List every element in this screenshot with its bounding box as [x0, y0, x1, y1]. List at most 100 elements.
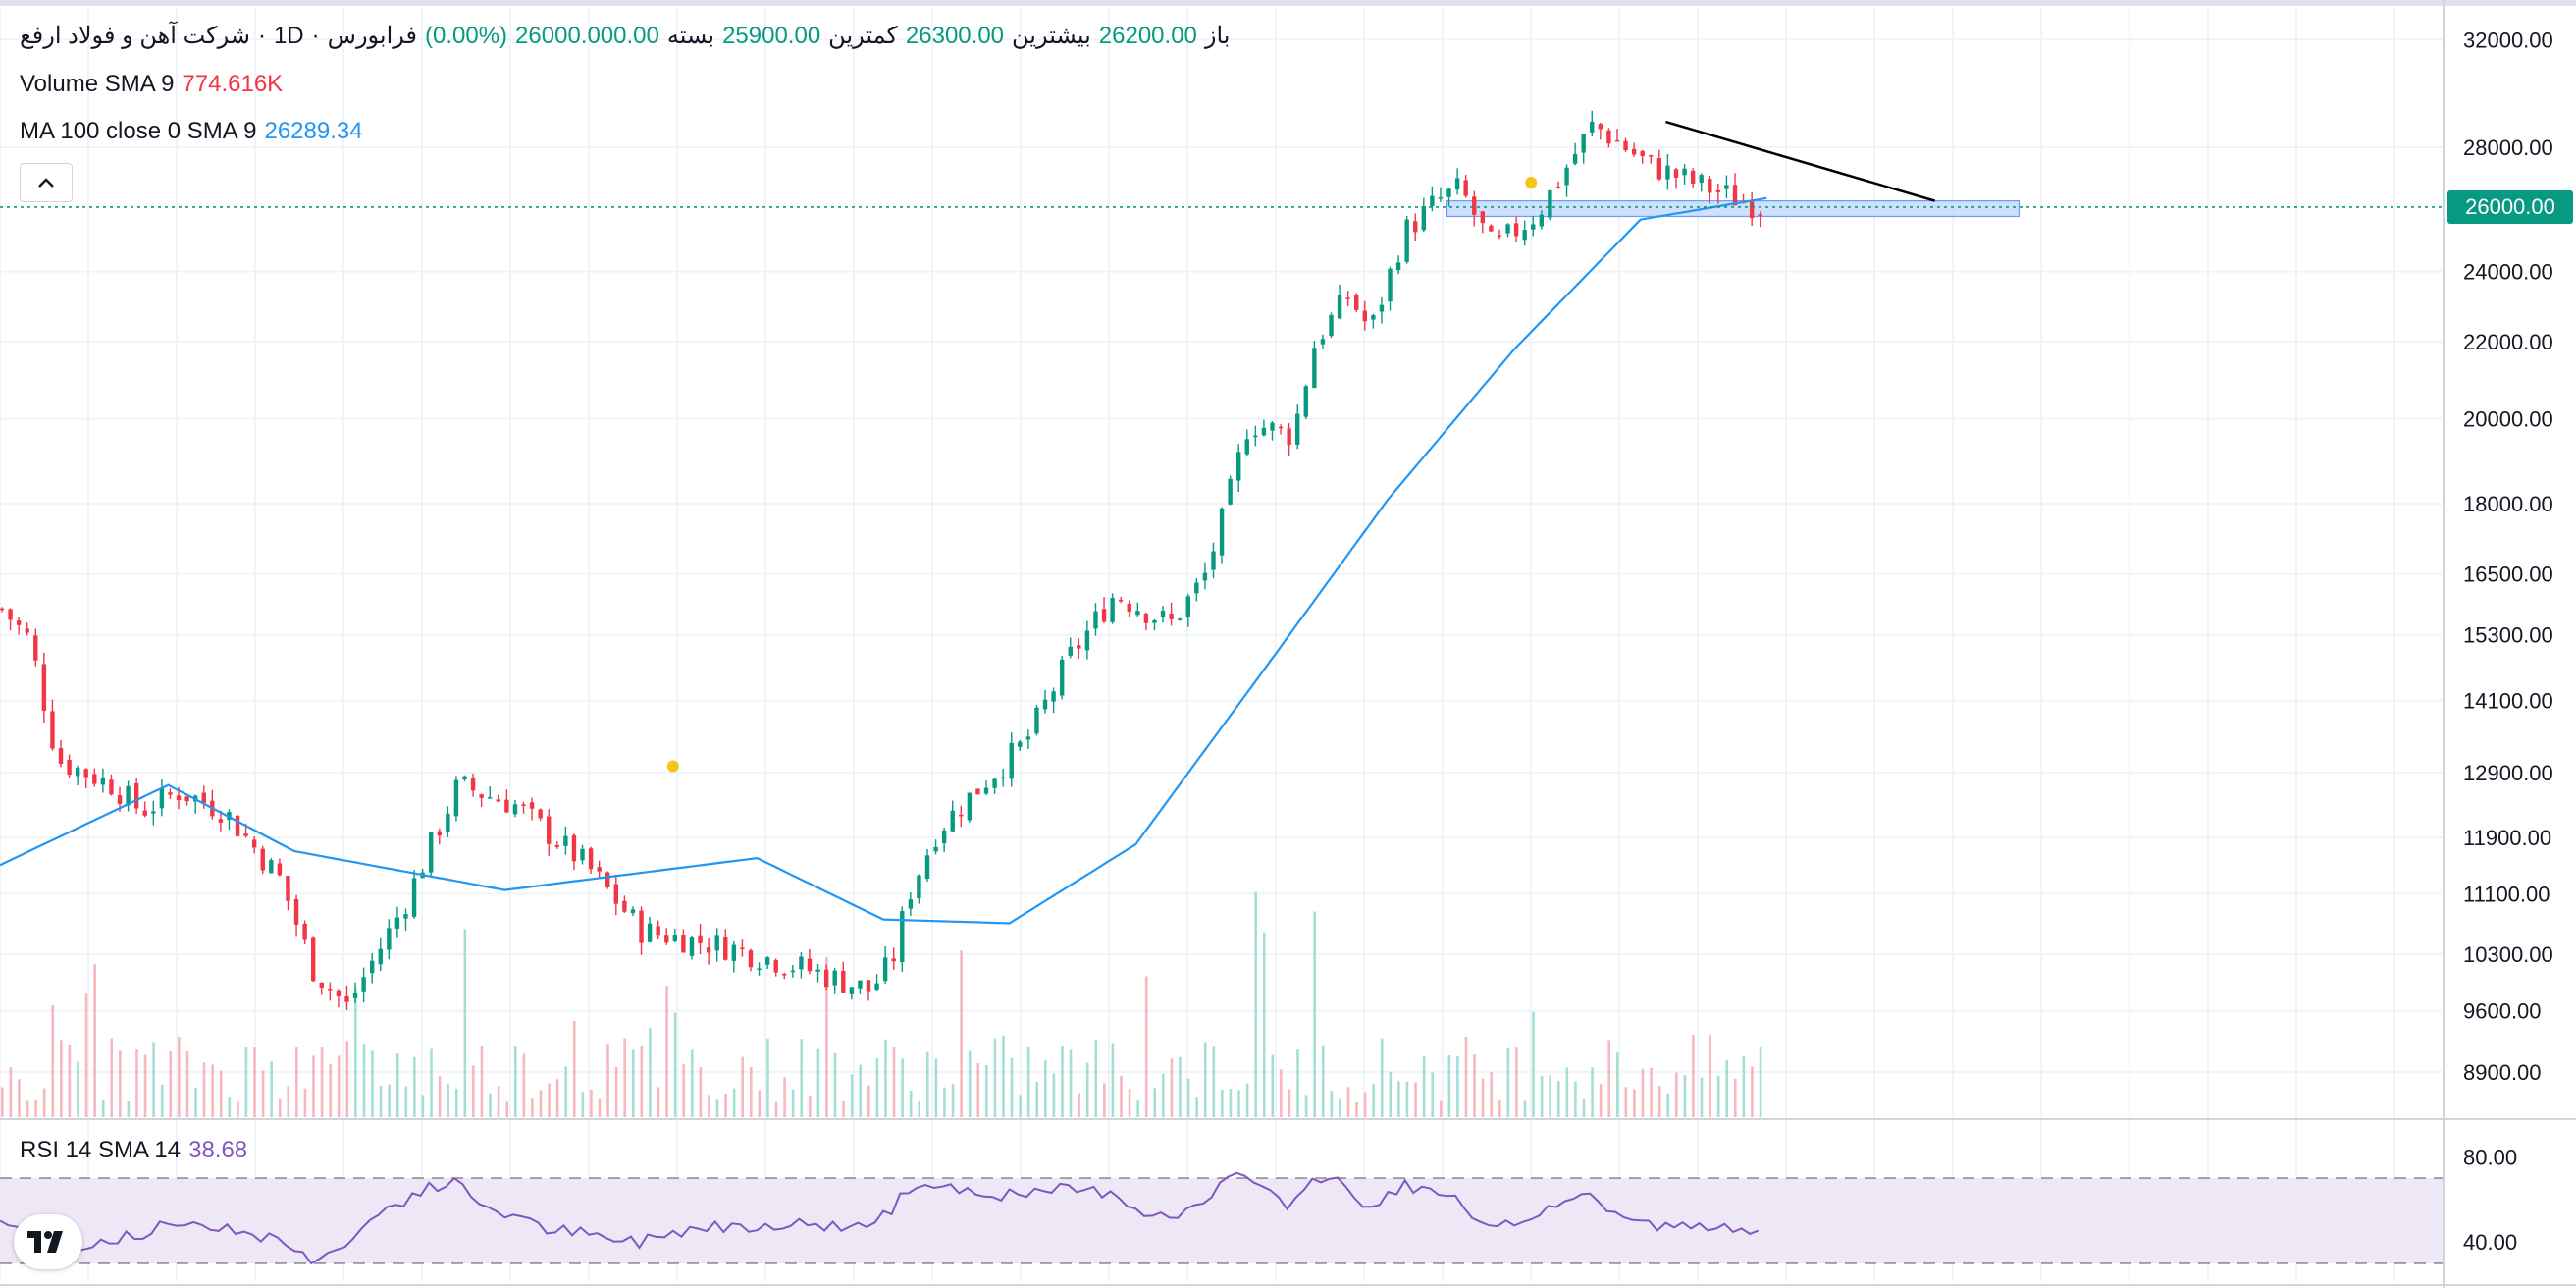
candle-body [1194, 582, 1199, 594]
volume-bar [1035, 1081, 1039, 1117]
candle-body [462, 776, 467, 780]
candle-body [310, 937, 316, 982]
candle-body [723, 936, 728, 960]
volume-bar [1069, 1049, 1073, 1117]
candle-body [1127, 603, 1131, 613]
candle-body [269, 860, 274, 874]
candle-body [176, 795, 182, 801]
volume-bar [909, 1090, 913, 1117]
volume-bar [732, 1088, 736, 1117]
candle-body [1295, 413, 1300, 445]
ma-indicator-value: 26289.34 [264, 118, 363, 144]
volume-bar [454, 1089, 458, 1117]
price-axis-label: 10300.00 [2463, 942, 2553, 967]
price-axis-label: 8900.00 [2463, 1060, 2542, 1085]
candle-body [151, 811, 156, 814]
candle-body [613, 884, 619, 904]
volume-bar [404, 1086, 408, 1117]
volume-bar [1624, 1087, 1628, 1117]
candle-body [1034, 707, 1039, 734]
top-border [0, 0, 2576, 6]
candle-body [773, 960, 778, 973]
volume-bar [1692, 1034, 1695, 1117]
ma-indicator-label[interactable]: MA 100 close 0 SMA 9 [20, 118, 257, 144]
candle-body [1513, 223, 1519, 237]
candle-body [891, 958, 896, 962]
high-label: بیشترین [1012, 23, 1091, 49]
candle-body [370, 960, 375, 974]
interval-label[interactable]: 1D [273, 22, 304, 49]
volume-bar [337, 1055, 341, 1117]
candle-body [672, 934, 678, 941]
volume-bar [93, 964, 96, 1117]
candle-body [1395, 262, 1401, 271]
candle-body [1371, 315, 1376, 320]
volume-bar [1422, 1056, 1426, 1117]
volume-bar [77, 1061, 79, 1117]
close-value: 26000.000.00 [515, 22, 659, 49]
volume-bar [1085, 1062, 1089, 1117]
volume-bar [1280, 1069, 1283, 1117]
volume-bar [1026, 1046, 1030, 1117]
volume-bar [825, 956, 828, 1117]
symbol-name[interactable]: شرکت آهن و فولاد ارفع [20, 23, 250, 49]
candle-body [689, 937, 695, 956]
candle-body [319, 982, 324, 989]
volume-indicator-label[interactable]: Volume SMA 9 [20, 71, 175, 97]
volume-legend[interactable]: Volume SMA 9 774.616K [20, 71, 290, 98]
candle-body [41, 664, 47, 711]
volume-bar [673, 1012, 677, 1117]
volume-bar [185, 1051, 189, 1117]
candle-body [1522, 230, 1527, 241]
volume-bar [497, 1086, 500, 1117]
volume-bar [253, 1046, 256, 1117]
candle-body [361, 977, 366, 992]
volume-bar [1203, 1042, 1207, 1117]
volume-bar [379, 1085, 383, 1117]
candle-body [917, 875, 921, 899]
candle-body [378, 948, 383, 965]
volume-bar [421, 1095, 425, 1117]
ma-legend[interactable]: MA 100 close 0 SMA 9 26289.34 [20, 118, 371, 145]
candle-body [866, 980, 871, 992]
volume-bar [1078, 1093, 1080, 1117]
candle-body [1446, 188, 1451, 197]
volume-bar [842, 1100, 845, 1117]
volume-bar [211, 1064, 214, 1117]
candle-body [235, 815, 240, 836]
volume-bar [1355, 1101, 1358, 1117]
candle-body [823, 969, 829, 988]
rsi-legend[interactable]: RSI 14 SMA 14 38.68 [20, 1137, 255, 1164]
trend-line[interactable] [1665, 120, 1936, 202]
candle-body [1505, 224, 1510, 234]
volume-bar [1254, 891, 1257, 1117]
volume-bar [943, 1087, 946, 1117]
candle-body [874, 983, 879, 990]
ma-100-line [0, 196, 1767, 925]
symbol-legend[interactable]: شرکت آهن و فولاد ارفع · 1D · فرابورس (0.… [20, 22, 1237, 50]
candle-body [1421, 206, 1427, 231]
price-axis-label: 22000.00 [2463, 330, 2553, 354]
candle-body [588, 848, 594, 870]
price-axis-label: 16500.00 [2463, 563, 2553, 587]
volume-bar [1549, 1075, 1551, 1117]
collapse-legend-button[interactable] [20, 163, 73, 202]
candle-body [25, 628, 29, 633]
price-axis-label: 28000.00 [2463, 135, 2553, 160]
signal-marker[interactable] [666, 760, 679, 773]
volume-bar [219, 1070, 223, 1117]
rsi-indicator-label[interactable]: RSI 14 SMA 14 [20, 1137, 182, 1163]
volume-bar [1061, 1045, 1064, 1117]
volume-bar [320, 1046, 324, 1117]
candle-body [260, 848, 265, 871]
volume-bar [1523, 1100, 1527, 1117]
volume-bar [329, 1063, 332, 1117]
candle-body [1690, 170, 1696, 184]
volume-bar [1591, 1067, 1594, 1117]
candle-body [1303, 386, 1308, 417]
signal-marker[interactable] [1525, 177, 1538, 189]
candle-body [1572, 153, 1578, 164]
tradingview-logo[interactable] [14, 1214, 82, 1269]
volume-bar [1330, 1091, 1334, 1117]
